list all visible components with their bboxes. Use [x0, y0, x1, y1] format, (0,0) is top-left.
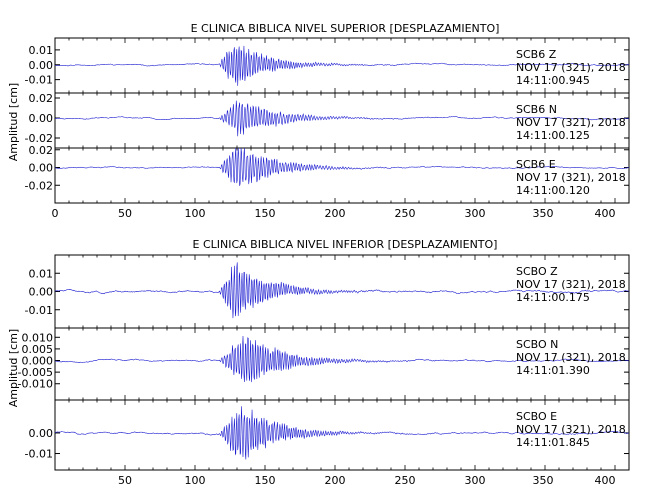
y-tick-label: -0.01 [25, 74, 53, 87]
y-tick-label: 0.005 [22, 343, 54, 356]
record-time: 14:11:00.175 [516, 291, 590, 304]
x-tick-label: 0 [52, 207, 59, 220]
station-label: SCB6 E [516, 158, 556, 171]
x-tick-labels: 0 50 100 150 200 250 300 350 400 [52, 207, 616, 220]
x-tick-label: 100 [185, 474, 206, 487]
trace-frame [54, 399, 630, 471]
station-label: SCB6 Z [516, 48, 557, 61]
x-tick-label: 50 [118, 207, 132, 220]
y-axis-label: Amplitud [cm] [7, 329, 20, 407]
record-time: 14:11:00.945 [516, 74, 590, 87]
y-tick-label: 0.01 [29, 44, 54, 57]
y-tick-label: 0.02 [29, 92, 54, 105]
record-date: NOV 17 (321), 2018 [516, 61, 626, 74]
x-tick-label: 400 [595, 474, 616, 487]
waveform-line [54, 100, 630, 137]
panel-superior: E CLINICA BIBLICA NIVEL SUPERIOR [DESPLA… [7, 22, 630, 220]
y-tick-label: 0.00 [29, 286, 54, 299]
x-tick-label: 300 [465, 207, 486, 220]
x-tick-label: 350 [533, 474, 554, 487]
x-tick-label: 400 [595, 207, 616, 220]
record-time: 14:11:01.390 [516, 364, 590, 377]
waveform-line [54, 45, 630, 86]
x-tick-label: 100 [185, 207, 206, 220]
record-date: NOV 17 (321), 2018 [516, 116, 626, 129]
y-tick-label: -0.02 [25, 132, 53, 145]
record-time: 14:11:00.125 [516, 129, 590, 142]
y-tick-label: 0.02 [29, 144, 54, 157]
y-tick-label: 0.00 [29, 427, 54, 440]
y-tick-label: 0.010 [22, 331, 54, 344]
y-tick-label: -0.02 [25, 179, 53, 192]
station-label: SCBO N [516, 338, 558, 351]
record-time: 14:11:01.845 [516, 436, 590, 449]
station-label: SCBO E [516, 410, 557, 423]
x-tick-label: 200 [325, 474, 346, 487]
panel-title: E CLINICA BIBLICA NIVEL SUPERIOR [DESPLA… [191, 22, 500, 35]
record-date: NOV 17 (321), 2018 [516, 278, 626, 291]
x-tick-label: 50 [118, 474, 132, 487]
x-tick-label: 250 [395, 474, 416, 487]
x-tick-label: 300 [465, 474, 486, 487]
x-tick-label: 200 [325, 207, 346, 220]
y-tick-label: 0.01 [29, 267, 54, 280]
y-tick-label: 0.000 [22, 355, 54, 368]
waveform-line [54, 406, 630, 460]
trace-frame [54, 147, 630, 204]
waveform-line [54, 262, 630, 319]
record-time: 14:11:00.120 [516, 184, 590, 197]
panel-title: E CLINICA BIBLICA NIVEL INFERIOR [DESPLA… [193, 238, 498, 251]
y-tick-label: -0.005 [18, 366, 53, 379]
record-date: NOV 17 (321), 2018 [516, 171, 626, 184]
record-date: NOV 17 (321), 2018 [516, 351, 626, 364]
waveform-line [54, 147, 630, 186]
y-axis-label: Amplitud [cm] [7, 83, 20, 161]
y-tick-label: -0.01 [25, 448, 53, 461]
x-tick-label: 250 [395, 207, 416, 220]
record-date: NOV 17 (321), 2018 [516, 423, 626, 436]
x-tick-label: 350 [533, 207, 554, 220]
y-tick-label: -0.010 [18, 378, 53, 391]
y-tick-label: 0.00 [29, 162, 54, 175]
y-tick-label: 0.00 [29, 112, 54, 125]
y-tick-label: -0.01 [25, 304, 53, 317]
station-label: SCBO Z [516, 265, 558, 278]
x-tick-label: 150 [255, 474, 276, 487]
station-label: SCB6 N [516, 103, 557, 116]
x-tick-label: 150 [255, 207, 276, 220]
x-tick-labels: 50 100 150 200 250 300 350 400 [118, 474, 616, 487]
y-tick-label: 0.00 [29, 59, 54, 72]
waveform-line [54, 336, 630, 383]
panel-inferior: E CLINICA BIBLICA NIVEL INFERIOR [DESPLA… [7, 238, 630, 487]
